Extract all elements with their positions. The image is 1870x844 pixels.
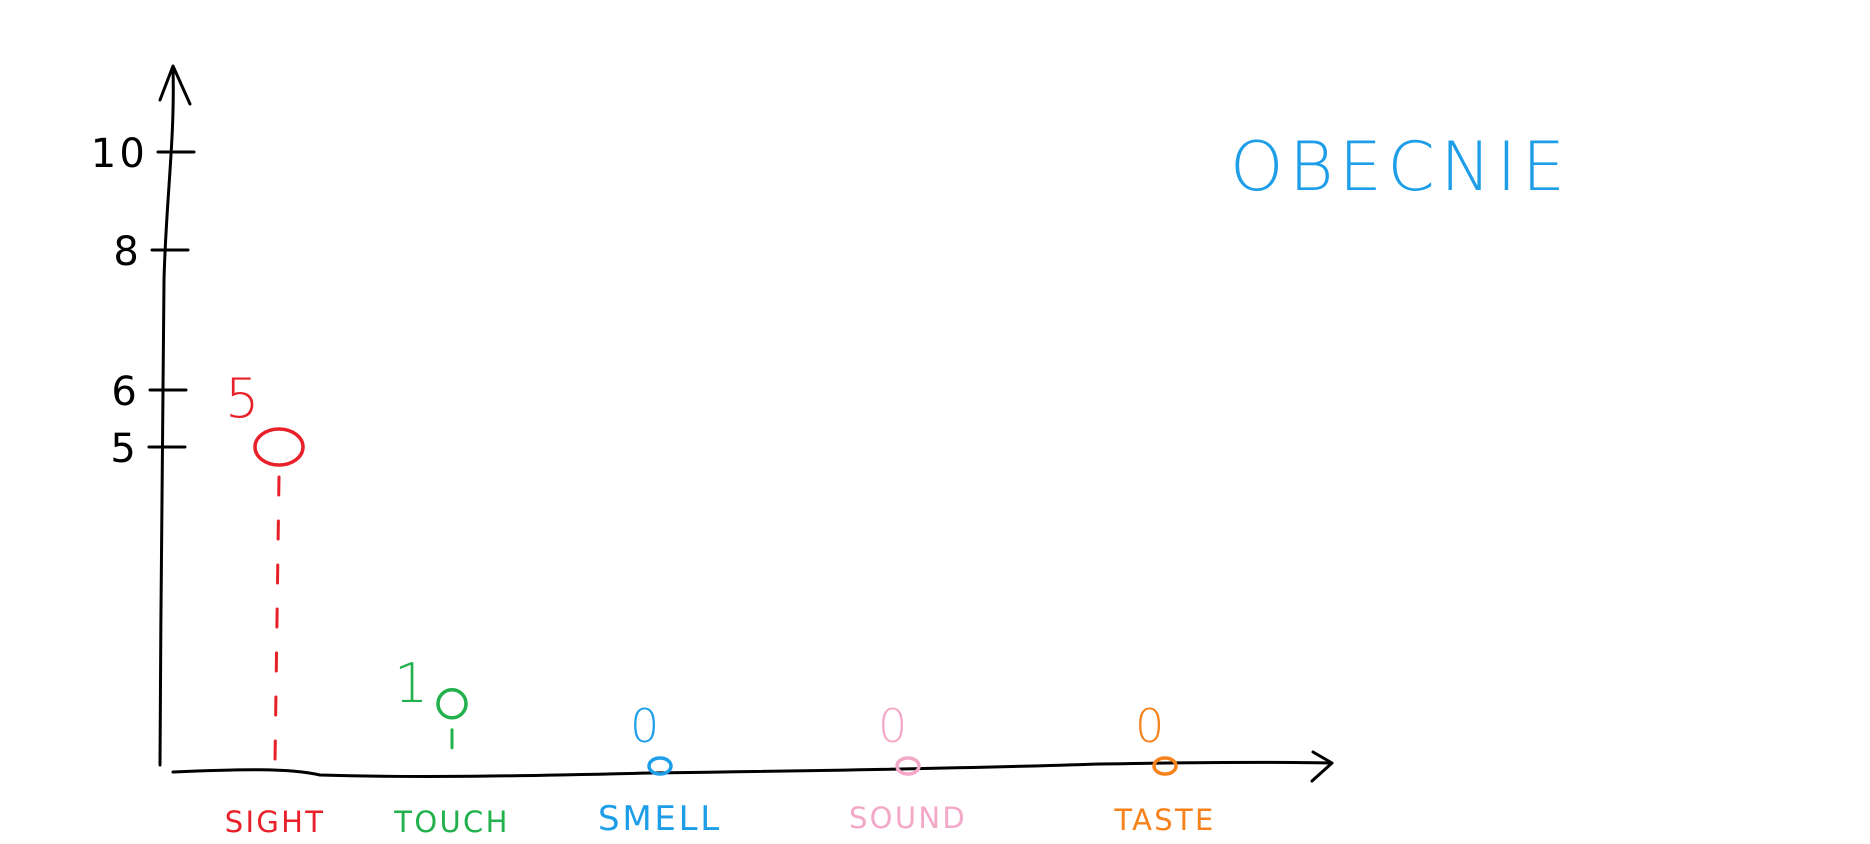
- y-axis-arrow: [158, 64, 192, 106]
- y-tick-label: 8: [113, 229, 142, 275]
- x-axis-arrow: [1310, 750, 1334, 783]
- category-label: TASTE: [1113, 803, 1215, 837]
- data-point: [436, 688, 468, 720]
- y-tick-label: 6: [111, 369, 140, 415]
- category-label: SMELL: [598, 799, 722, 839]
- y-axis: [158, 66, 175, 767]
- chart-title: OBECNIE: [1230, 128, 1570, 207]
- data-label: 0: [630, 699, 663, 753]
- category-label: TOUCH: [393, 805, 509, 839]
- data-label: 0: [1135, 699, 1168, 753]
- data-label: 5: [225, 367, 264, 430]
- data-label: 1: [394, 652, 433, 715]
- category-labels: SIGHT TOUCH SMELL SOUND TASTE: [225, 799, 1215, 839]
- stem-line: [273, 475, 281, 764]
- category-label: SIGHT: [225, 805, 326, 839]
- y-tick-label: 5: [110, 426, 139, 472]
- data-label: 0: [878, 699, 911, 753]
- y-ticks: 5 6 8 10: [91, 131, 196, 472]
- category-label: SOUND: [849, 801, 967, 835]
- data-point: [647, 756, 673, 776]
- y-tick-label: 10: [91, 131, 148, 177]
- data-marks: 5 1 0 0 0: [225, 367, 1178, 776]
- x-axis: [171, 760, 1332, 778]
- data-point: [1152, 756, 1178, 776]
- data-point: [895, 756, 921, 776]
- data-point: [253, 427, 305, 467]
